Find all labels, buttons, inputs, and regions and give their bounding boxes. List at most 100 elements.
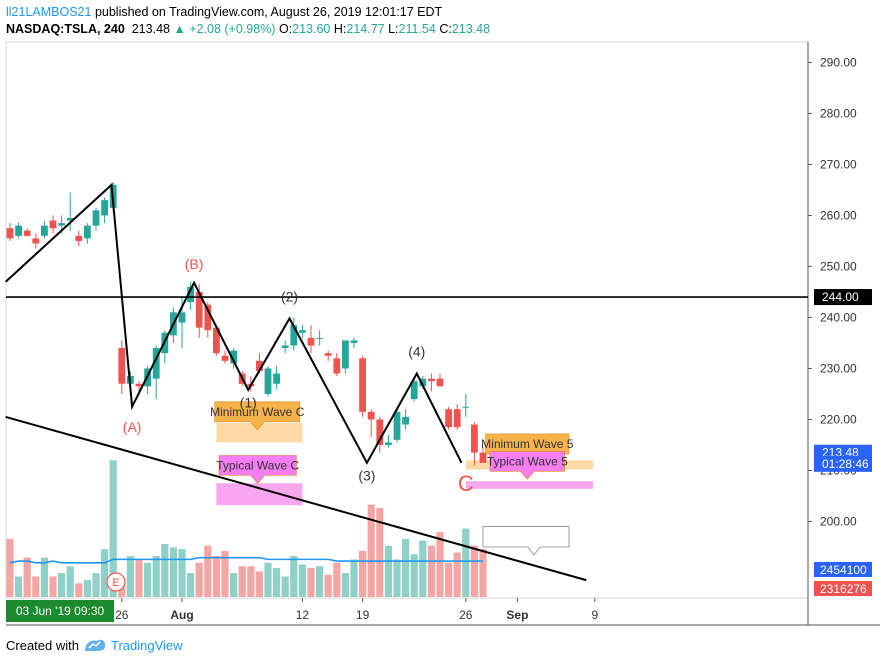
candle-body	[256, 360, 263, 372]
time-tag	[6, 600, 114, 622]
target-zone	[465, 481, 594, 489]
volume-bar	[109, 460, 117, 597]
candle-body	[479, 452, 487, 463]
volume-bar	[273, 567, 281, 597]
volume-bar	[238, 566, 246, 597]
candle-body	[393, 411, 401, 440]
volume-bar	[221, 550, 229, 597]
candle-body	[333, 358, 341, 374]
candle-body	[187, 286, 194, 303]
y-tick-label: 220.00	[820, 412, 857, 426]
volume-bar	[66, 566, 74, 597]
volume-bar	[290, 555, 298, 597]
candle-body	[204, 304, 212, 331]
wave-label: (2)	[281, 289, 298, 305]
volume-bar	[169, 547, 177, 597]
zone-label: Typical Wave C	[216, 458, 299, 472]
candle-body	[376, 419, 384, 445]
earnings-label: E	[112, 577, 119, 589]
x-tick-label: Sep	[506, 608, 528, 622]
target-zone	[216, 483, 303, 506]
volume-bar	[436, 532, 444, 597]
close-label: C:	[439, 22, 452, 36]
volume-bar	[281, 576, 289, 597]
candle-body	[367, 411, 375, 420]
wave-label: (1)	[240, 395, 257, 411]
volume-tag	[814, 581, 872, 596]
volume-bar	[384, 545, 392, 597]
candle-body	[445, 409, 452, 428]
volume-bar	[161, 543, 169, 597]
candle-body	[307, 337, 315, 346]
volume-bar	[152, 555, 160, 597]
empty-callout	[482, 526, 570, 556]
author-link[interactable]: ll21LAMBOS21	[6, 5, 92, 19]
volume-bar	[264, 562, 272, 597]
candle-body	[178, 312, 186, 323]
x-tick-label: Aug	[170, 608, 193, 622]
candle-body	[23, 230, 31, 236]
x-tick-label: 19	[356, 608, 370, 622]
zone-label: Minimum Wave C	[210, 405, 305, 419]
y-tick-label: 270.00	[820, 157, 857, 171]
price-tag	[814, 289, 872, 306]
volume-bar	[40, 557, 48, 597]
volume-bar	[393, 559, 401, 597]
volume-bar	[247, 566, 255, 597]
candle-body	[350, 340, 358, 343]
tradingview-link[interactable]: TradingView	[110, 637, 183, 653]
volume-bar	[367, 504, 375, 597]
candle-body	[195, 291, 203, 328]
trend-line	[5, 415, 587, 582]
volume-bar	[187, 573, 195, 597]
volume-tag-label: 2316276	[820, 582, 867, 596]
open-label: O:	[278, 22, 293, 36]
candle-body	[152, 348, 160, 379]
volume-bar	[359, 550, 367, 597]
volume-bar	[101, 549, 109, 597]
volume-bar	[58, 573, 66, 597]
y-tick-label: 290.00	[820, 55, 857, 69]
volume-bar	[462, 528, 470, 597]
volume-bar	[255, 571, 263, 597]
candle-body	[453, 409, 461, 428]
candle-body	[419, 378, 427, 387]
candle-body	[273, 373, 280, 384]
x-tick-label: 12	[296, 608, 310, 622]
volume-ma-tag	[814, 562, 872, 577]
candle-body	[49, 220, 57, 229]
zone-label: Typical Wave 5	[487, 454, 568, 468]
symbol-label: NASDAQ:TSLA, 240	[6, 22, 125, 36]
zone-callout	[214, 401, 301, 431]
wave-label: (A)	[123, 419, 142, 435]
volume-bar	[126, 555, 134, 597]
x-tick-label: 26	[459, 608, 473, 622]
candle-body	[15, 225, 22, 236]
volume-bar	[49, 576, 57, 597]
candle-body	[32, 238, 40, 244]
candle-body	[58, 223, 65, 226]
volume-ma-line	[9, 556, 483, 564]
close-value: 213.48	[451, 22, 491, 36]
volume-bar	[6, 538, 14, 597]
volume-bar	[333, 562, 341, 597]
candle-body	[385, 442, 392, 445]
volume-bar	[144, 562, 152, 597]
candle-body	[75, 235, 83, 241]
volume-bar	[324, 574, 332, 597]
price-change: ▲ +2.08 (+0.98%)	[173, 22, 276, 36]
y-tick-label: 240.00	[820, 310, 857, 324]
volume-bar	[178, 549, 186, 597]
volume-bar	[445, 562, 453, 597]
target-zone	[216, 423, 303, 443]
candle-body	[462, 406, 470, 408]
volume-bar	[427, 545, 435, 597]
y-tick-label: 280.00	[820, 106, 857, 120]
candle-body	[221, 355, 229, 361]
publish-text: published on TradingView.com, August 26,…	[91, 5, 443, 19]
volume-bar	[83, 579, 91, 597]
candle-body	[92, 210, 100, 226]
open-value: 213.60	[292, 22, 331, 36]
volume-bar	[479, 549, 487, 597]
